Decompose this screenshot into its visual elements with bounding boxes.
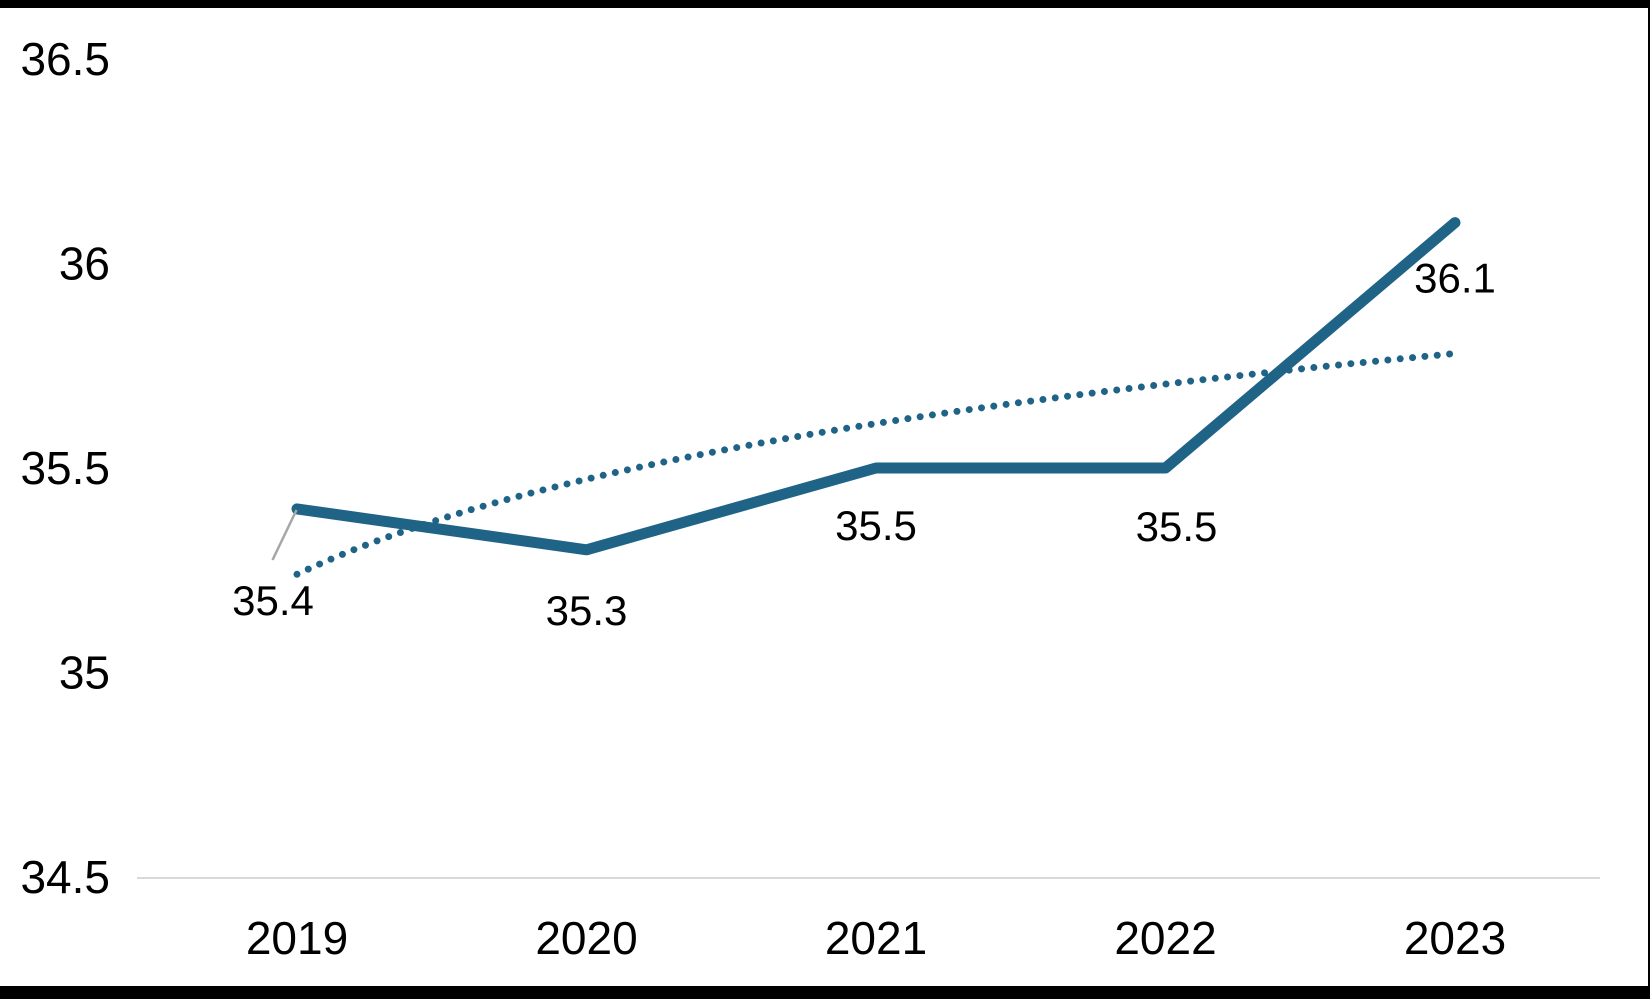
y-axis-label: 35	[59, 647, 110, 699]
x-axis-label: 2023	[1404, 912, 1506, 964]
frame-top	[0, 0, 1650, 8]
trendline-dotted	[293, 350, 1459, 578]
y-axis-label: 36.5	[20, 33, 110, 85]
x-axis-label: 2019	[246, 912, 348, 964]
x-axis-label: 2022	[1114, 912, 1216, 964]
data-label: 36.1	[1414, 255, 1496, 302]
data-label: 35.5	[1136, 503, 1218, 550]
x-axis-label: 2020	[535, 912, 637, 964]
data-label: 35.4	[232, 577, 314, 624]
y-axis-label: 34.5	[20, 851, 110, 903]
data-label: 35.3	[546, 587, 628, 634]
leader-line	[271, 509, 298, 561]
y-axis-label: 36	[59, 238, 110, 290]
data-label: 35.5	[835, 502, 917, 549]
y-axis-label: 35.5	[20, 442, 110, 494]
frame-right	[1648, 0, 1650, 999]
frame-bottom	[0, 986, 1650, 999]
series-line	[291, 217, 1461, 556]
x-axis-label: 2021	[825, 912, 927, 964]
